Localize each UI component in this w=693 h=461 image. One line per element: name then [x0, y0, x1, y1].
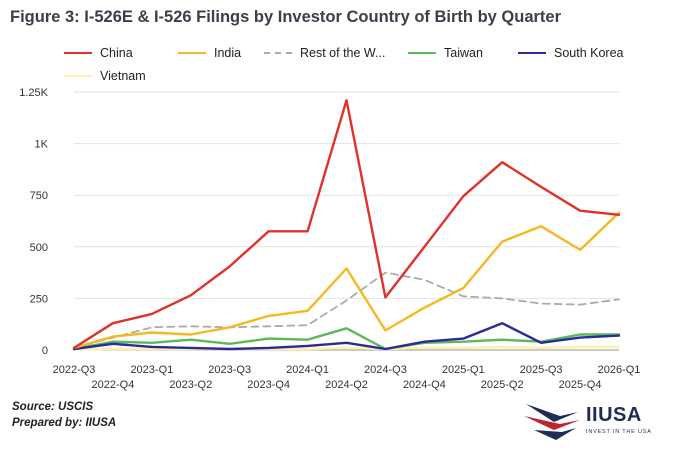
legend-item-rest-of-world: Rest of the W... [264, 46, 385, 60]
series-line-india [72, 211, 621, 350]
source-line: Source: USCIS [12, 401, 94, 413]
x-tick-label: 2024-Q4 [403, 379, 446, 391]
legend-swatch-south-korea [518, 52, 546, 54]
legend-label-rest-of-world: Rest of the W... [300, 46, 386, 60]
legend-label-taiwan: Taiwan [444, 46, 483, 60]
x-tick-label: 2024-Q1 [286, 364, 329, 376]
prepared-by-line: Prepared by: IIUSA [12, 417, 117, 429]
legend-swatch-china [64, 52, 92, 54]
logo-tagline: INVEST IN THE USA [586, 429, 652, 435]
x-tick-label: 2024-Q2 [325, 379, 368, 391]
logo-star-icon [524, 404, 580, 440]
x-tick-label: 2023-Q3 [208, 364, 251, 376]
legend-swatch-taiwan [408, 52, 436, 54]
legend-label-south-korea: South Korea [554, 46, 624, 60]
series-line-south-korea [72, 322, 621, 351]
x-tick-label: 2022-Q3 [53, 364, 96, 376]
x-tick-label: 2025-Q2 [481, 379, 524, 391]
y-tick-label: 750 [30, 190, 48, 202]
legend-swatch-rest-of-world [264, 52, 292, 54]
x-tick-label: 2022-Q4 [92, 379, 135, 391]
series-line-china [72, 99, 621, 350]
legend-item-south-korea: South Korea [518, 46, 624, 60]
legend-item-india: India [178, 46, 241, 60]
legend-item-vietnam: Vietnam [64, 69, 146, 83]
series-line-vietnam [72, 345, 621, 351]
x-tick-label: 2023-Q1 [130, 364, 173, 376]
x-tick-label: 2025-Q3 [520, 364, 563, 376]
series-line-taiwan [72, 327, 621, 351]
legend-item-taiwan: Taiwan [408, 46, 483, 60]
x-tick-label: 2023-Q4 [247, 379, 290, 391]
legend-label-vietnam: Vietnam [100, 69, 146, 83]
y-tick-label: 250 [30, 293, 48, 305]
y-tick-label: 0 [42, 345, 48, 357]
x-tick-label: 2025-Q1 [442, 364, 485, 376]
x-tick-label: 2024-Q3 [364, 364, 407, 376]
logo-wordmark: IIUSA [586, 404, 642, 426]
chart-title: Figure 3: I-526E & I-526 Filings by Inve… [10, 8, 562, 26]
x-tick-label: 2025-Q4 [559, 379, 602, 391]
x-tick-label: 2023-Q2 [169, 379, 212, 391]
y-tick-label: 1K [35, 139, 49, 151]
legend-swatch-vietnam [64, 75, 92, 77]
legend-label-india: India [214, 46, 242, 60]
line-chart: 0 250 500 750 1K 1.25K 2022-Q3 2022-Q4 2023-Q1 20… [19, 87, 641, 391]
x-tick-label: 2026-Q1 [598, 364, 641, 376]
legend-item-china: China [64, 46, 133, 60]
legend-swatch-india [178, 52, 206, 54]
iiusa-logo: IIUSA INVEST IN THE USA [520, 396, 680, 444]
series-line-rest-of-the-w [73, 271, 620, 349]
y-tick-label: 500 [30, 242, 48, 254]
y-tick-label: 1.25K [19, 87, 48, 99]
source-note: Source: USCIS Prepared by: IIUSA [12, 399, 116, 431]
legend-label-china: China [100, 46, 133, 60]
legend: China India Rest of the W... Taiwan Sout… [0, 0, 693, 90]
